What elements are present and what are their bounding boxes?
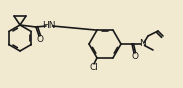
Text: O: O [36, 35, 44, 44]
Text: HN: HN [42, 21, 56, 29]
Text: N: N [140, 40, 146, 48]
Text: Cl: Cl [89, 63, 98, 72]
Text: O: O [132, 52, 139, 61]
